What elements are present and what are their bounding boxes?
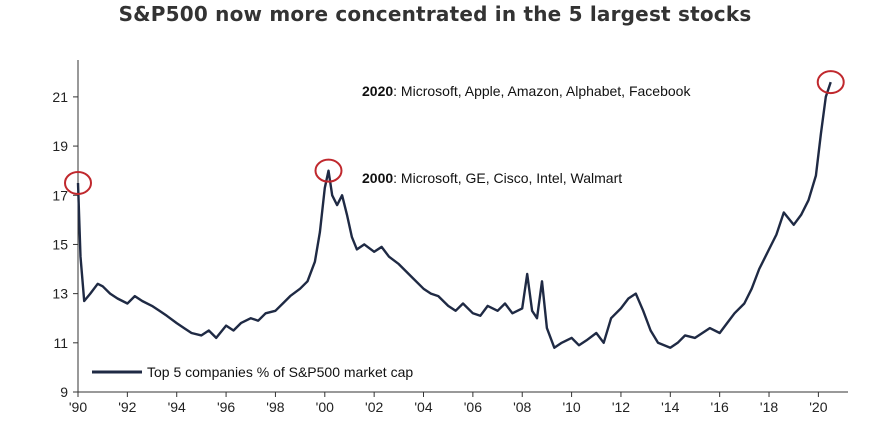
x-tick-label: '94 (168, 399, 186, 415)
y-tick-label: 9 (60, 384, 68, 400)
y-tick-label: 17 (52, 187, 68, 203)
x-tick-label: '06 (464, 399, 482, 415)
x-axis-ticks: '90 '92 '94 '96 '98 '00 '02 '04 '06 '08 '10 '12 '14 '… (69, 392, 828, 415)
x-tick-label: '02 (365, 399, 383, 415)
annotations: 2020: Microsoft, Apple, Amazon, Alphabet… (362, 83, 691, 186)
series-lines (76, 81, 832, 349)
y-axis-ticks: 9 11 13 15 17 19 21 (52, 89, 78, 400)
highlight-circle (816, 70, 845, 95)
highlight-circles (64, 70, 845, 195)
y-tick-label: 21 (52, 89, 68, 105)
legend: Top 5 companies % of S&P500 market cap (92, 364, 413, 380)
y-tick-label: 11 (53, 335, 68, 351)
x-tick-label: '18 (760, 399, 778, 415)
series-line (76, 81, 832, 349)
x-tick-label: '08 (513, 399, 531, 415)
highlight-circle (64, 170, 92, 195)
y-tick-label: 15 (52, 236, 68, 252)
x-tick-label: '14 (661, 399, 679, 415)
chart-axes (77, 60, 848, 393)
annotation-label: 2020: Microsoft, Apple, Amazon, Alphabet… (362, 83, 691, 99)
x-tick-label: '20 (809, 399, 827, 415)
highlight-circle (314, 158, 343, 183)
x-tick-label: '04 (414, 399, 432, 415)
x-tick-label: '90 (69, 399, 87, 415)
x-tick-label: '10 (562, 399, 580, 415)
x-tick-label: '98 (266, 399, 284, 415)
y-tick-label: 13 (52, 286, 68, 302)
legend-label: Top 5 companies % of S&P500 market cap (147, 364, 413, 380)
x-tick-label: '12 (612, 399, 630, 415)
x-tick-label: '16 (711, 399, 729, 415)
y-tick-label: 19 (52, 138, 68, 154)
x-tick-label: '92 (118, 399, 136, 415)
chart-title: S&P500 now more concentrated in the 5 la… (118, 2, 752, 26)
x-tick-label: '00 (316, 399, 334, 415)
x-tick-label: '96 (217, 399, 235, 415)
annotation-label: 2000: Microsoft, GE, Cisco, Intel, Walma… (362, 170, 622, 186)
